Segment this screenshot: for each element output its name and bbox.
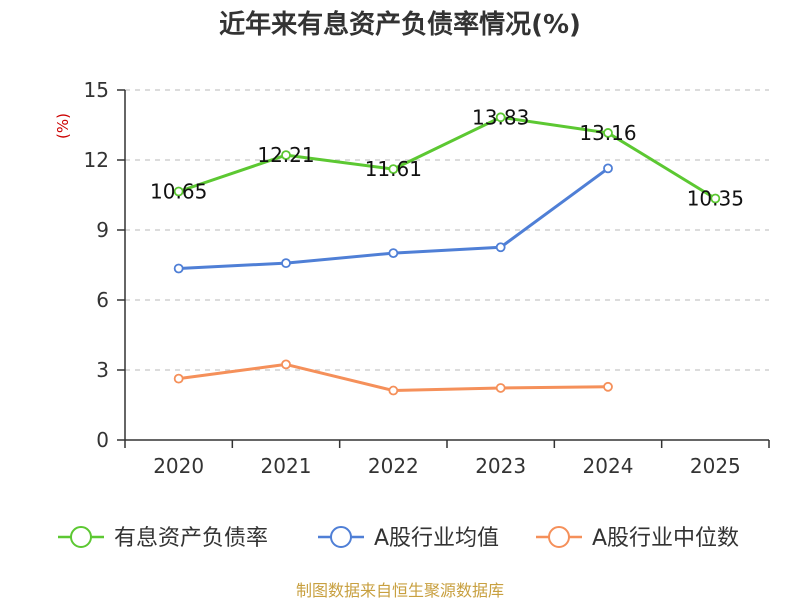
series-point [603,128,613,138]
y-tick-label: 9 [96,218,109,242]
y-tick-label: 12 [84,148,109,172]
series-point [173,263,184,274]
y-tick-label: 0 [96,428,109,452]
series-point [495,112,506,123]
data-label: 11.61 [365,157,422,181]
data-labels: 10.65 12.21 11.61 13.83 13.16 10.35 [150,105,744,210]
data-label: 10.35 [687,187,744,211]
series-point [495,383,506,393]
x-tick-label: 2024 [583,454,634,478]
series-line-0 [178,115,717,200]
data-label: 13.83 [472,105,529,129]
y-tick-label: 15 [84,78,109,102]
legend-marker [548,526,570,548]
legend-marker [330,526,352,548]
y-tick-label: 3 [96,358,109,382]
x-tick-label: 2023 [475,454,526,478]
x-tick-label: 2022 [368,454,419,478]
series-point [495,242,506,253]
data-label: 12.21 [257,143,314,167]
legend-label: 有息资产负债率 [114,526,268,551]
series-point [710,193,721,204]
series-point [603,381,613,392]
x-tick-labels: 2020 2021 2022 2023 2024 2025 [153,454,741,478]
x-tick-label: 2025 [690,454,741,478]
y-tick-label: 6 [96,288,109,312]
series-point [173,373,184,384]
legend-label: A股行业中位数 [592,526,739,551]
series-point [388,248,399,259]
series-point [281,359,291,370]
legend-marker [70,526,92,548]
grid-lines [125,89,769,371]
x-tick-label: 2020 [153,454,204,478]
series-point [281,258,291,269]
y-tick-labels: 0 3 6 9 12 15 [84,78,109,452]
series-point [603,163,613,174]
series-point [281,150,291,161]
legend-label: A股行业均值 [374,526,499,551]
legend: 有息资产负债率 A股行业均值 A股行业中位数 [58,526,739,551]
axes [117,89,770,448]
series-point [388,164,399,175]
data-label: 13.16 [579,121,636,145]
source-note: 制图数据来自恒生聚源数据库 [296,581,504,600]
series-point [173,186,184,197]
series-point [388,385,399,396]
x-tick-label: 2021 [261,454,312,478]
data-label: 10.65 [150,180,207,204]
chart-title: 近年来有息资产负债率情况(%) [219,9,581,40]
series-group [173,112,721,396]
y-axis-unit: (%) [54,113,72,139]
